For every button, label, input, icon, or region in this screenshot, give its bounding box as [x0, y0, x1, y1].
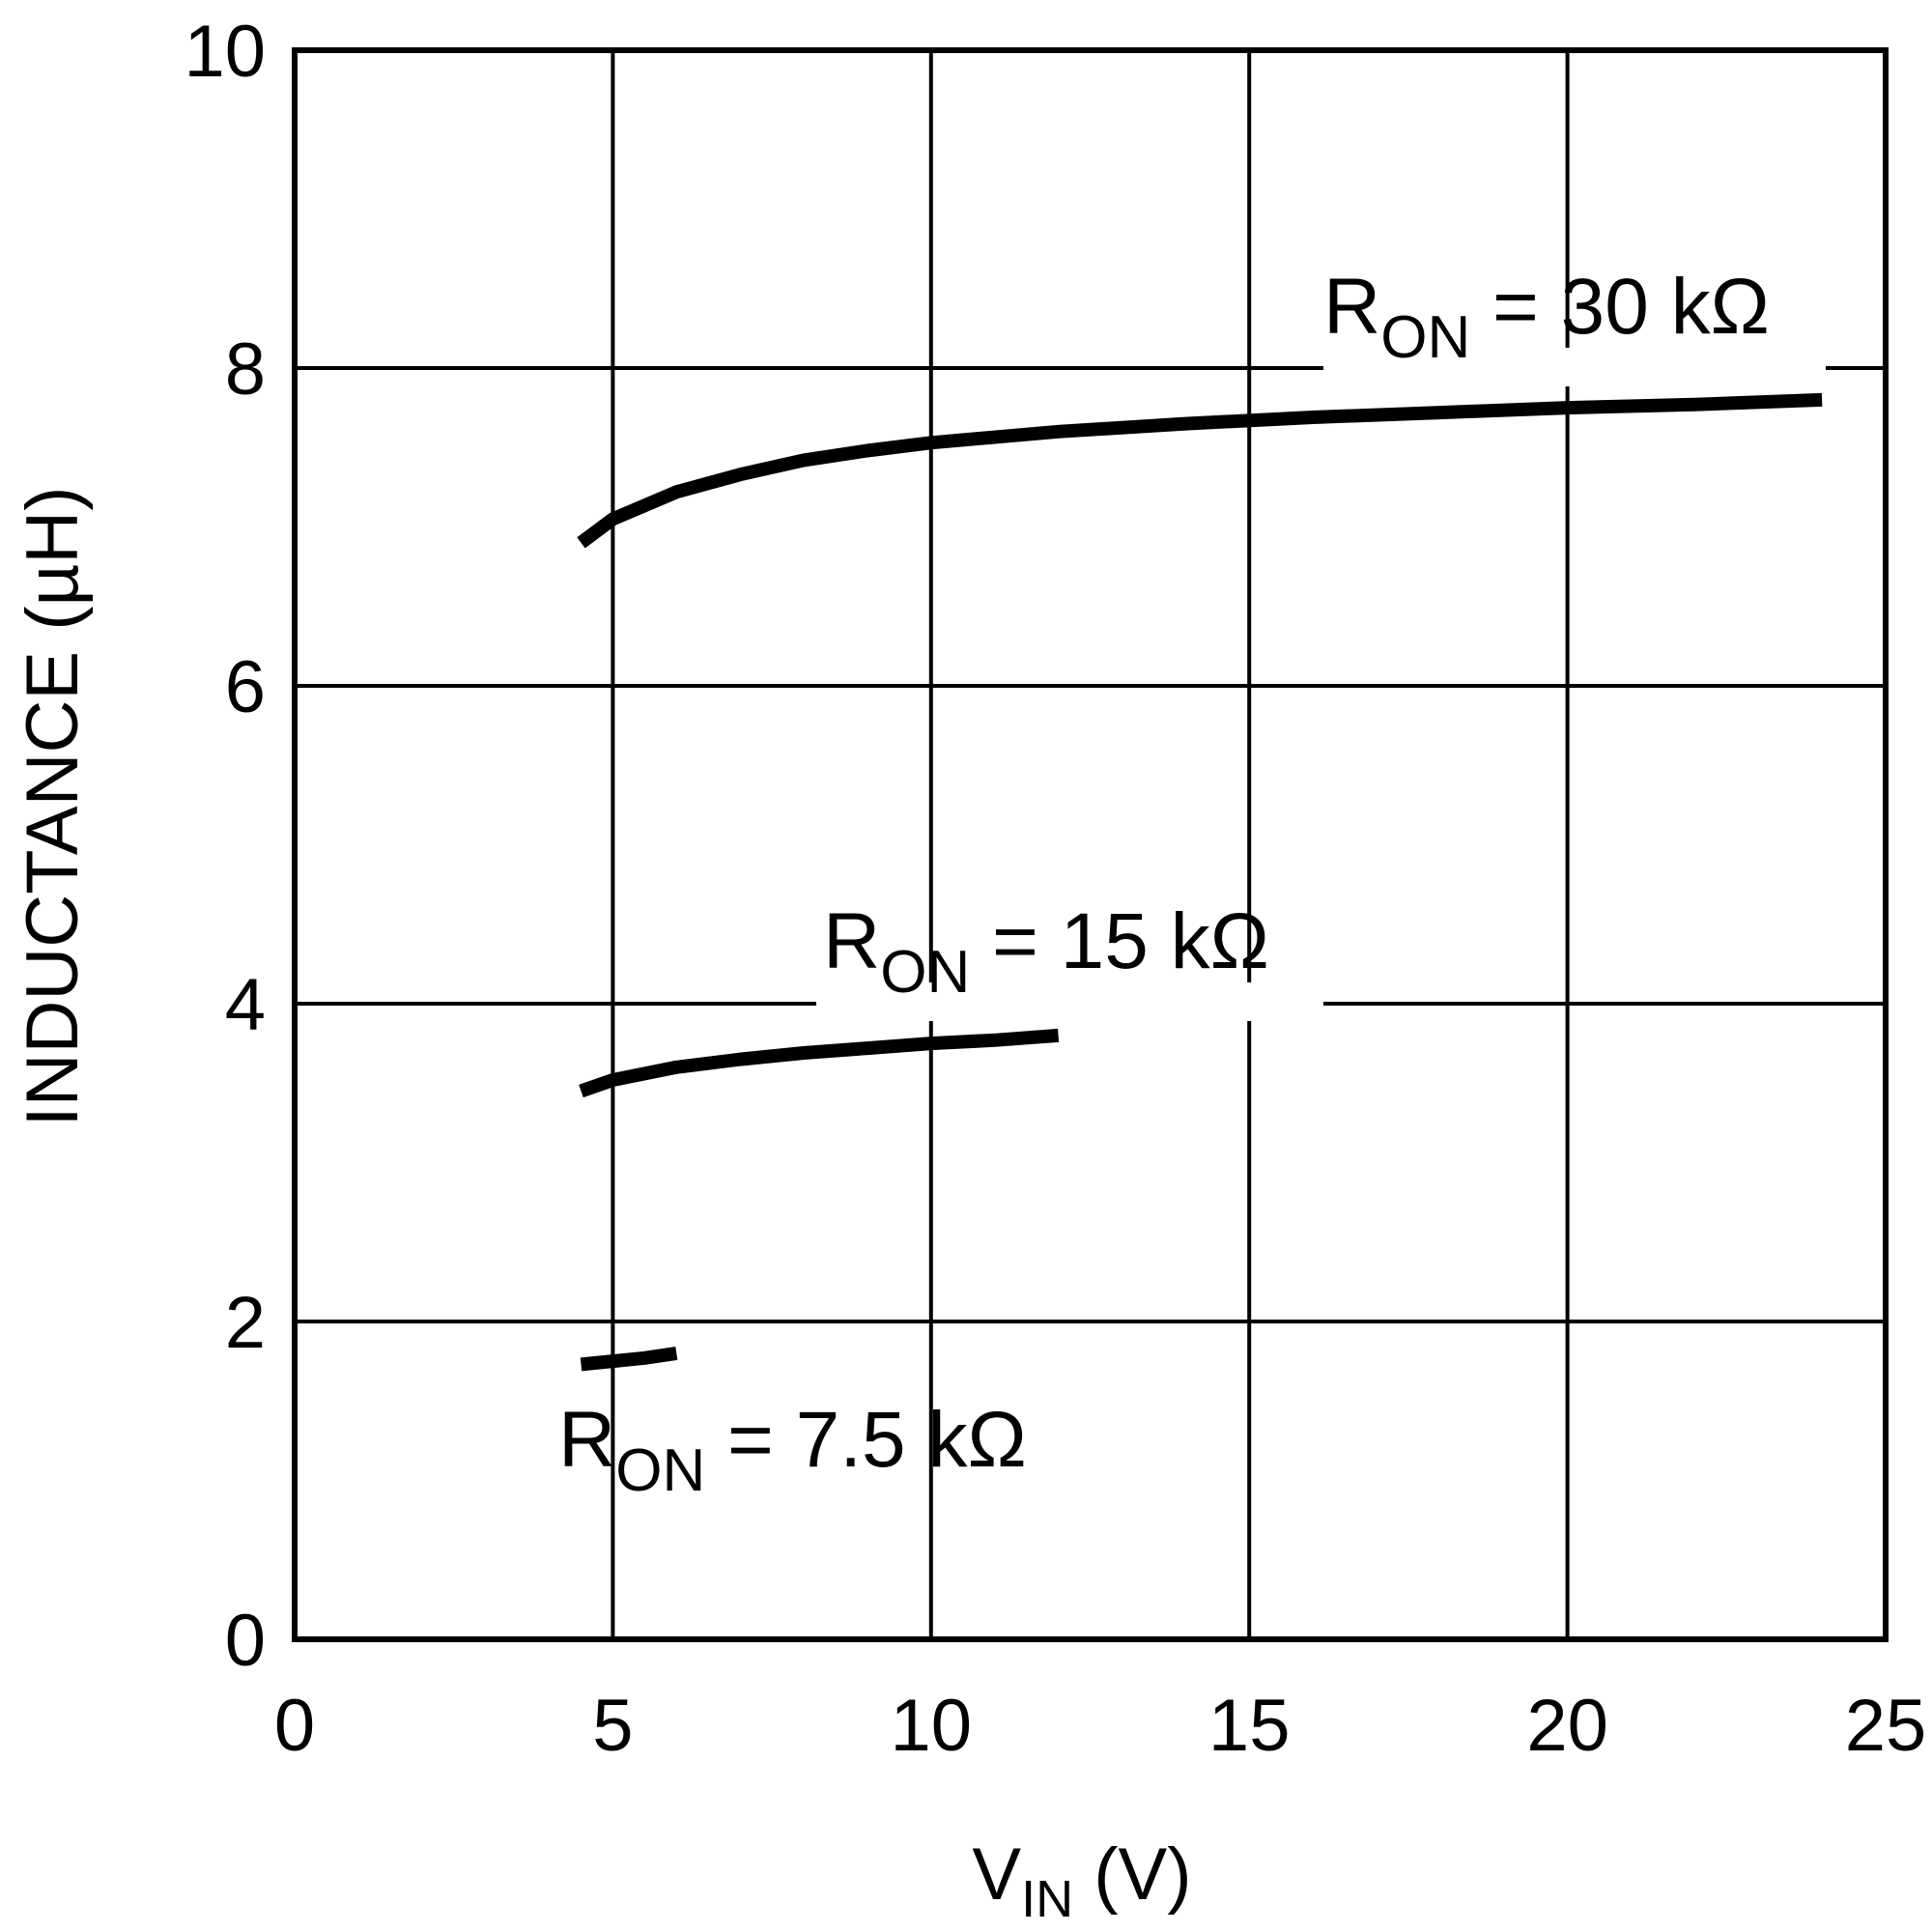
- x-tick-label: 0: [274, 1685, 315, 1767]
- x-axis-label-sub: IN: [1021, 1870, 1073, 1928]
- y-tick-label: 10: [184, 11, 266, 93]
- series-line: [577, 392, 1823, 549]
- y-axis-label: INDUCTANCE (µH): [12, 487, 94, 1127]
- x-axis-label-main: V: [972, 1833, 1021, 1916]
- y-tick-label: 0: [225, 1600, 266, 1682]
- y-tick-labels: 0 2 4 6 8 10: [184, 11, 266, 1682]
- series-label-main: R: [823, 897, 880, 985]
- series-label-background: [816, 982, 1323, 1021]
- series-label-main: R: [1323, 263, 1380, 351]
- series-label-main: R: [558, 1396, 615, 1484]
- series-line: [579, 1028, 1060, 1098]
- series-label-rest: = 30 kΩ: [1470, 263, 1770, 351]
- series-label: RON = 7.5 kΩ: [558, 1396, 1027, 1504]
- y-tick-label: 4: [225, 964, 266, 1046]
- x-tick-label: 25: [1845, 1685, 1927, 1767]
- y-tick-label: 8: [225, 328, 266, 411]
- x-axis-label-suffix: (V): [1073, 1833, 1191, 1916]
- series-label-sub: ON: [615, 1437, 705, 1504]
- series-label-rest: = 15 kΩ: [970, 897, 1269, 985]
- series-label-sub: ON: [1380, 304, 1470, 371]
- series-label: RON = 15 kΩ: [823, 897, 1269, 1006]
- y-tick-label: 6: [225, 646, 266, 728]
- x-tick-label: 15: [1208, 1685, 1291, 1767]
- series-label-rest: = 7.5 kΩ: [705, 1396, 1027, 1484]
- x-tick-label: 5: [592, 1685, 633, 1767]
- y-tick-label: 2: [225, 1282, 266, 1364]
- series-lines: [577, 392, 1823, 1372]
- series-line: [580, 1346, 678, 1372]
- series-label-background: [1323, 348, 1826, 386]
- x-tick-label: 10: [891, 1685, 973, 1767]
- series-label-sub: ON: [880, 939, 970, 1006]
- series-label: RON = 30 kΩ: [1323, 263, 1770, 371]
- x-axis-label: VIN (V): [972, 1833, 1191, 1928]
- x-tick-labels: 0 5 10 15 20 25: [274, 1685, 1926, 1767]
- plot-frame: [292, 47, 1889, 1642]
- x-tick-label: 20: [1526, 1685, 1608, 1767]
